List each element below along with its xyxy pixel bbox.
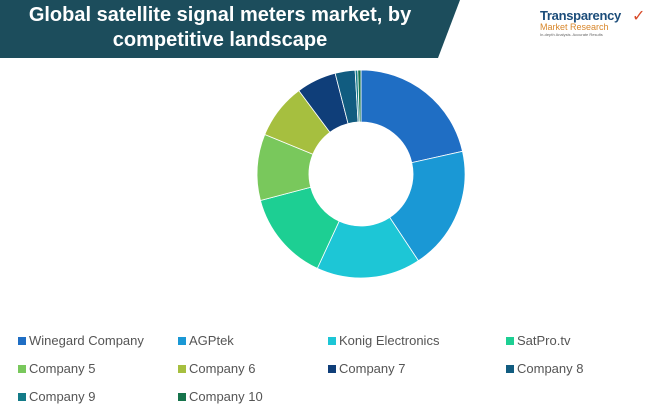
logo-line1: Transparency [540, 8, 621, 23]
legend-label: Company 6 [189, 361, 256, 376]
legend-swatch [328, 364, 336, 373]
legend-swatch [328, 336, 336, 345]
legend-label: Konig Electronics [339, 333, 440, 348]
legend-item: Company 8 [506, 361, 583, 376]
legend-label: Company 5 [29, 361, 96, 376]
donut-chart [256, 69, 466, 279]
legend-swatch [178, 392, 186, 401]
legend-swatch [506, 336, 514, 345]
title-banner [0, 0, 460, 58]
legend-swatch [18, 364, 26, 373]
legend-swatch [178, 364, 186, 373]
legend-label: Company 7 [339, 361, 406, 376]
legend-item: Company 5 [18, 361, 95, 376]
legend-item: Konig Electronics [328, 333, 439, 348]
legend-label: Company 10 [189, 389, 263, 404]
legend-label: AGPtek [189, 333, 234, 348]
legend-item: Company 7 [328, 361, 405, 376]
legend-item: Company 9 [18, 389, 95, 404]
check-icon: ✓ [632, 8, 646, 25]
legend-label: Winegard Company [29, 333, 144, 348]
legend-item: AGPtek [178, 333, 234, 348]
chart-title: Global satellite signal meters market, b… [28, 4, 412, 51]
logo-line2: Market Research [540, 22, 609, 32]
logo: Transparency Market Research In-depth An… [540, 8, 645, 37]
legend-swatch [178, 336, 186, 345]
legend-swatch [18, 336, 26, 345]
donut-slice-company-10 [357, 69, 362, 123]
legend-swatch [18, 392, 26, 401]
legend-label: Company 8 [517, 361, 584, 376]
legend-item: Winegard Company [18, 333, 144, 348]
logo-line3: In-depth Analysis. Accurate Results [540, 32, 603, 37]
legend-label: SatPro.tv [517, 333, 571, 348]
legend-swatch [506, 364, 514, 373]
legend-item: Company 6 [178, 361, 255, 376]
legend-item: Company 10 [178, 389, 263, 404]
legend-label: Company 9 [29, 389, 96, 404]
legend-item: SatPro.tv [506, 333, 570, 348]
donut-slice-winegard-company [360, 69, 463, 164]
